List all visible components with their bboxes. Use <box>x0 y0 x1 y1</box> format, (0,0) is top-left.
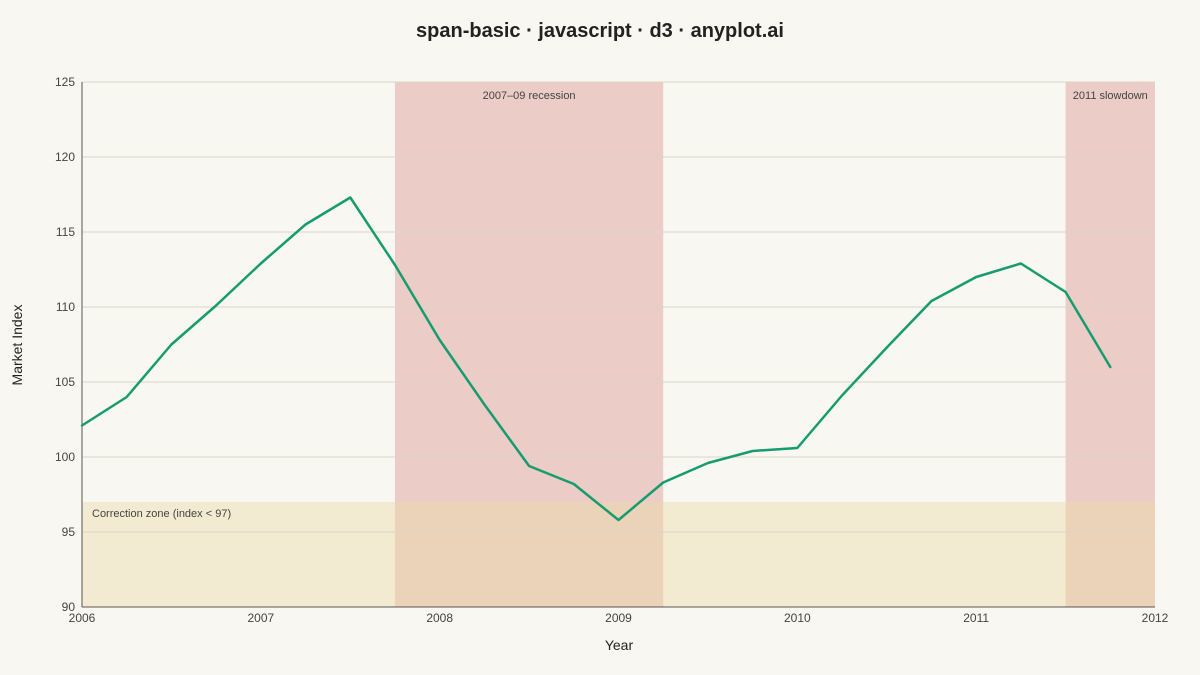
vertical-spans <box>394 82 1155 607</box>
x-tick-label: 2010 <box>784 611 811 625</box>
chart-title: span-basic · javascript · d3 · anyplot.a… <box>416 20 784 42</box>
series-line <box>80 196 1112 522</box>
span-label: 2011 slowdown <box>1073 90 1148 102</box>
x-tick-label: 2011 <box>963 611 989 625</box>
y-tick-label: 110 <box>56 300 75 314</box>
y-tick-label: 100 <box>55 450 75 464</box>
y-tick-label: 115 <box>56 225 75 239</box>
span-labels: 2007–09 recession 2011 slowdown Correction… <box>92 90 1148 520</box>
horizontal-spans <box>82 502 1155 607</box>
y-tick-label: 125 <box>55 75 75 89</box>
x-tick-label: 2009 <box>605 611 632 625</box>
span-label: Correction zone (index < 97) <box>92 508 231 520</box>
span-rect <box>82 502 1155 607</box>
x-tick-label: 2008 <box>426 611 453 625</box>
x-tick-label: 2012 <box>1142 611 1169 625</box>
y-tick-label: 120 <box>55 150 75 164</box>
y-tick-label: 95 <box>62 525 76 539</box>
series-layer <box>80 196 1112 522</box>
gridlines <box>82 81 1155 608</box>
x-tick-label: 2007 <box>247 611 274 625</box>
y-axis-label: Market Index <box>9 305 25 386</box>
span-rect <box>1065 82 1155 607</box>
x-tick-label: 2006 <box>69 611 96 625</box>
y-tick-label: 105 <box>55 375 75 389</box>
span-label: 2007–09 recession <box>483 90 576 102</box>
x-axis-label: Year <box>605 637 634 653</box>
axes: 90 95 100 105 110 115 120 125 2006 2007 2008 2009 20… <box>55 75 1169 625</box>
y-tick-label: 90 <box>62 600 76 614</box>
